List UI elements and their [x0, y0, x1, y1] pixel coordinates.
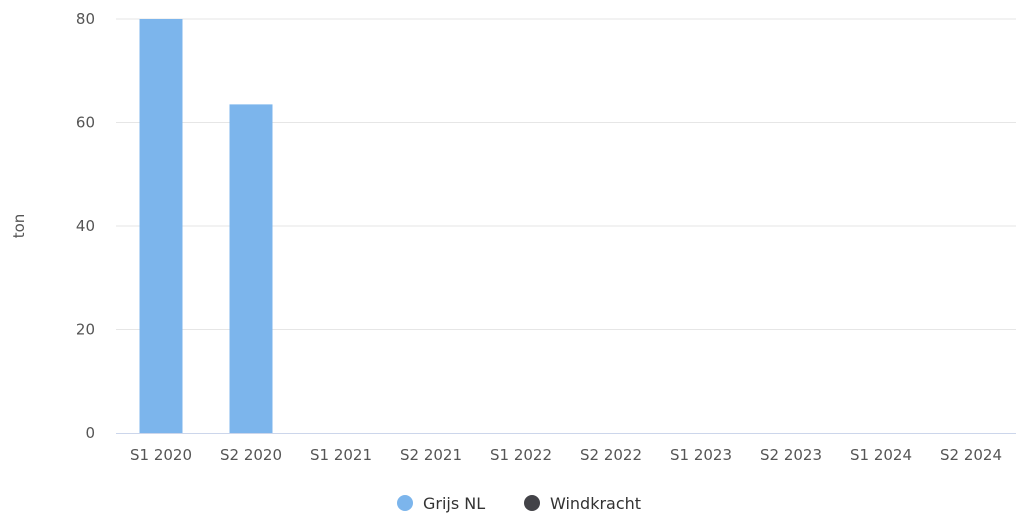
x-tick-label: S2 2024: [940, 446, 1002, 464]
x-tick-label: S1 2022: [490, 446, 552, 464]
legend-marker: [397, 495, 413, 511]
y-tick-label: 60: [76, 114, 95, 132]
x-tick-label: S2 2021: [400, 446, 462, 464]
legend-marker: [524, 495, 540, 511]
legend-label: Windkracht: [550, 494, 641, 513]
x-tick-label: S1 2021: [310, 446, 372, 464]
bar-grijs-nl-s1-2020[interactable]: [139, 19, 183, 433]
y-tick-label: 40: [76, 217, 95, 235]
bar-grijs-nl-s2-2020[interactable]: [229, 104, 273, 433]
y-tick-label: 0: [85, 424, 95, 442]
legend-label: Grijs NL: [423, 494, 485, 513]
x-tick-label: S2 2020: [220, 446, 282, 464]
bars: [139, 19, 273, 433]
x-tick-label: S2 2022: [580, 446, 642, 464]
legend-item-windkracht[interactable]: Windkracht: [524, 494, 641, 513]
x-tick-label: S1 2024: [850, 446, 912, 464]
x-tick-label: S1 2020: [130, 446, 192, 464]
y-axis-ticks: 0 20 40 60 80: [76, 10, 95, 442]
y-tick-label: 80: [76, 10, 95, 28]
legend-item-grijs-nl[interactable]: Grijs NL: [397, 494, 485, 513]
y-tick-label: 20: [76, 321, 95, 339]
legend[interactable]: Grijs NL Windkracht: [397, 494, 641, 513]
x-tick-label: S1 2023: [670, 446, 732, 464]
x-axis-ticks: S1 2020 S2 2020 S1 2021 S2 2021 S1 2022 S2 20…: [130, 446, 1002, 464]
x-tick-label: S2 2023: [760, 446, 822, 464]
y-axis-title: ton: [10, 214, 28, 239]
